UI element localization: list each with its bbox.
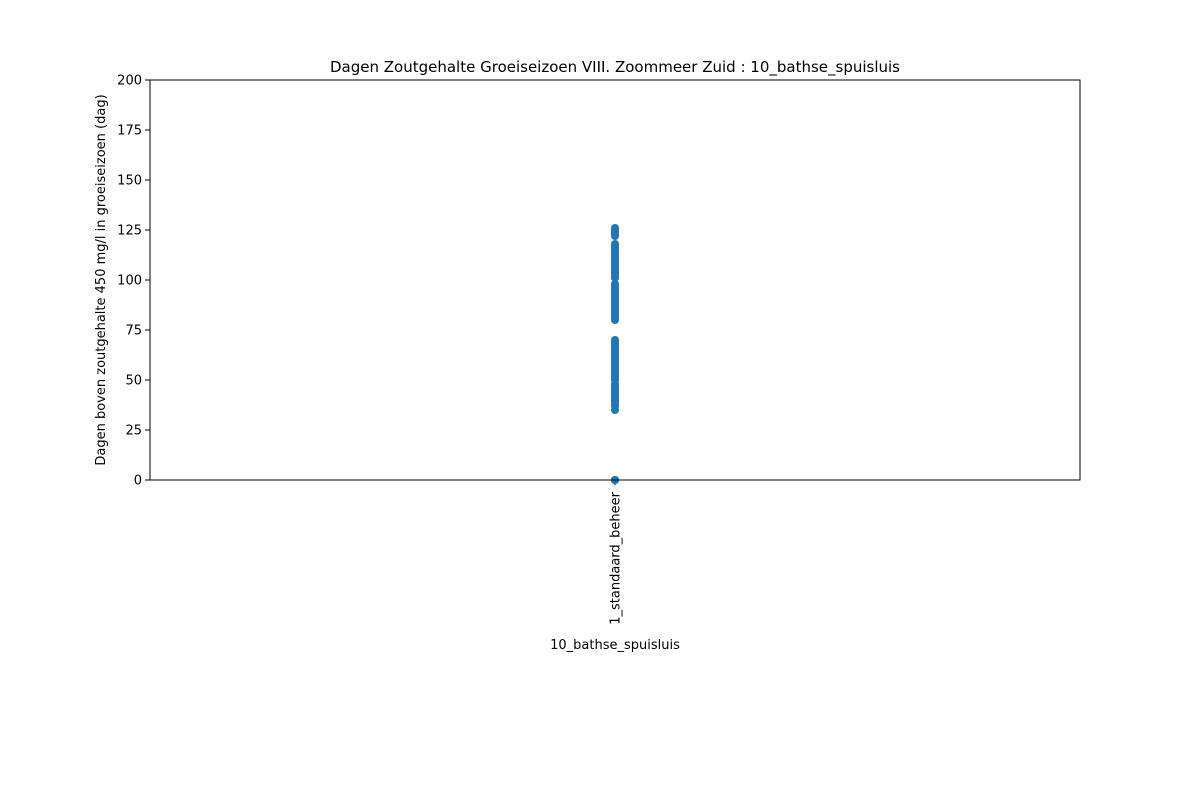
- data-points: [611, 224, 619, 484]
- data-point: [611, 280, 619, 288]
- y-tick-label: 150: [117, 174, 142, 189]
- y-tick-label: 200: [117, 74, 142, 89]
- data-point: [611, 336, 619, 344]
- data-point: [611, 240, 619, 248]
- y-axis-label: Dagen boven zoutgehalte 450 mg/l in groe…: [94, 94, 109, 465]
- y-tick-label: 100: [117, 274, 142, 289]
- x-axis-ticks: 1_standaard_beheer: [609, 480, 624, 625]
- y-tick-label: 50: [125, 374, 142, 389]
- y-axis-ticks: 0 25 50 75 100 125 150 175 200: [117, 74, 150, 489]
- y-tick-label: 125: [117, 224, 142, 239]
- y-tick-label: 25: [125, 424, 142, 439]
- plot-area-frame: [149, 79, 1081, 481]
- data-point: [611, 224, 619, 232]
- x-tick-label: 1_standaard_beheer: [609, 491, 624, 624]
- x-axis-label: 10_bathse_spuisluis: [550, 638, 680, 653]
- y-tick-label: 75: [125, 324, 142, 339]
- y-tick-label: 0: [134, 474, 142, 489]
- chart-title: Dagen Zoutgehalte Groeiseizoen VIII. Zoo…: [330, 58, 900, 77]
- y-tick-label: 175: [117, 124, 142, 139]
